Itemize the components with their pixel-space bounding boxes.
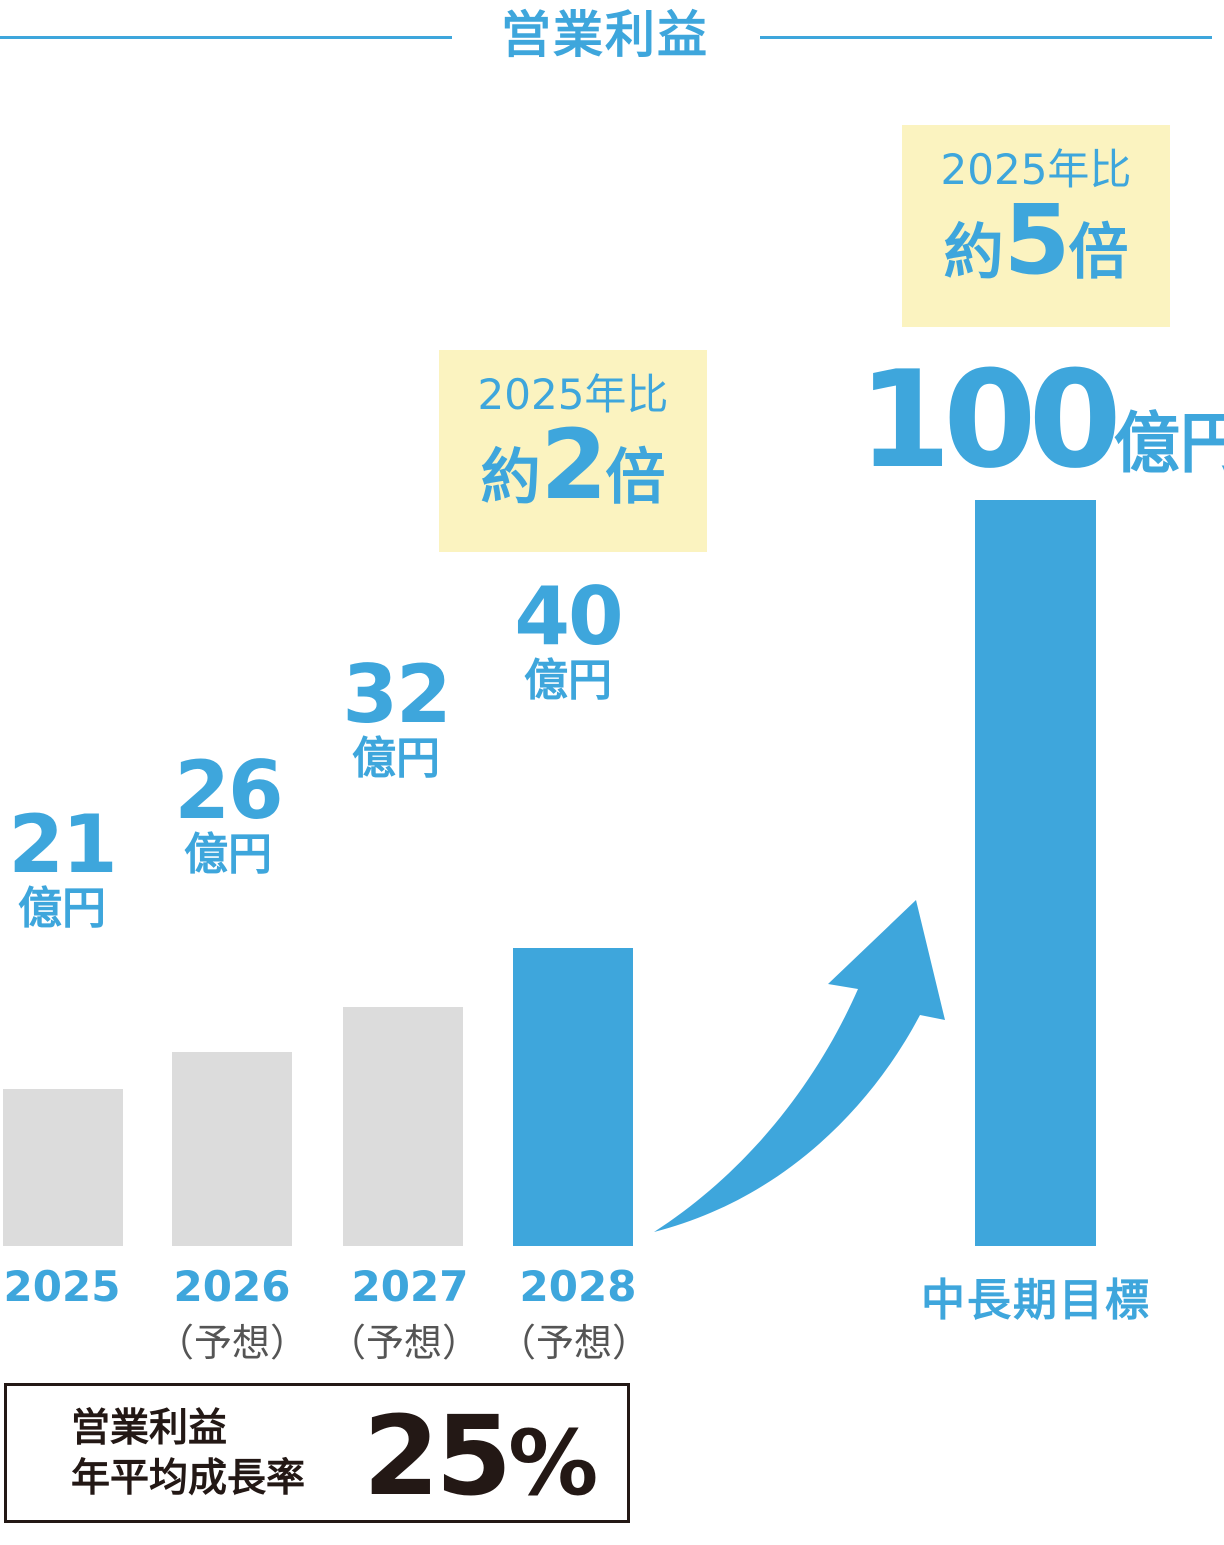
cagr-label-line1: 営業利益 <box>71 1406 228 1451</box>
callout-2x: 2025年比 約2倍 <box>439 350 707 552</box>
callout-number: 2 <box>540 409 608 521</box>
value-unit: 億円 <box>184 829 272 880</box>
title-rule-right <box>760 36 1212 39</box>
callout-prefix: 約 <box>480 443 541 513</box>
callout-multiplier: 約5倍 <box>902 192 1170 313</box>
callout-multiplier: 約2倍 <box>439 417 707 538</box>
target-value-label: 100億円 <box>858 345 1224 519</box>
cagr-label-line2: 年平均成長率 <box>71 1456 306 1501</box>
value-number: 32 <box>342 648 451 741</box>
cagr-value: 25% <box>363 1394 598 1526</box>
x-sublabel-2028: （予想） <box>497 1321 650 1365</box>
target-value-unit: 億円 <box>1113 405 1224 482</box>
x-sublabel-2027: （予想） <box>327 1321 480 1365</box>
callout-suffix: 倍 <box>1068 218 1129 288</box>
x-label-2026: 2026 <box>173 1262 291 1311</box>
cagr-label: 営業利益 年平均成長率 <box>71 1404 305 1504</box>
cagr-number: 25 <box>363 1392 512 1520</box>
value-label-2028: 40 億円 <box>506 570 630 706</box>
growth-arrow-icon <box>654 900 945 1232</box>
cagr-box: 営業利益 年平均成長率 25% <box>4 1383 630 1523</box>
value-number: 21 <box>8 798 117 891</box>
value-unit: 億円 <box>524 655 612 706</box>
value-number: 26 <box>174 744 283 837</box>
x-label-2025: 2025 <box>3 1262 121 1311</box>
value-unit: 億円 <box>18 883 106 934</box>
cagr-percent: % <box>508 1411 599 1516</box>
x-label-2027: 2027 <box>351 1262 469 1311</box>
x-label-2028: 2028 <box>519 1262 637 1311</box>
callout-5x: 2025年比 約5倍 <box>902 125 1170 327</box>
callout-compare-text: 2025年比 <box>940 145 1132 194</box>
bar-2028 <box>513 947 633 1246</box>
callout-compare-text: 2025年比 <box>477 370 669 419</box>
value-unit: 億円 <box>352 733 440 784</box>
value-number: 40 <box>514 570 623 663</box>
value-label-2025: 21 億円 <box>0 798 124 934</box>
bar-target <box>975 500 1096 1246</box>
target-value-number: 100 <box>858 342 1122 498</box>
callout-number: 5 <box>1003 184 1071 296</box>
chart-title: 営業利益 <box>501 6 709 64</box>
bar-2027 <box>343 1007 463 1246</box>
title-rule-left <box>0 36 452 39</box>
callout-prefix: 約 <box>943 218 1004 288</box>
callout-suffix: 倍 <box>605 443 666 513</box>
x-label-target: 中長期目標 <box>921 1275 1151 1326</box>
value-label-2026: 26 億円 <box>166 744 290 880</box>
bar-2025 <box>3 1089 123 1246</box>
x-sublabel-2026: （予想） <box>155 1321 308 1365</box>
bar-2026 <box>172 1052 292 1246</box>
value-label-2027: 32 億円 <box>334 648 458 784</box>
